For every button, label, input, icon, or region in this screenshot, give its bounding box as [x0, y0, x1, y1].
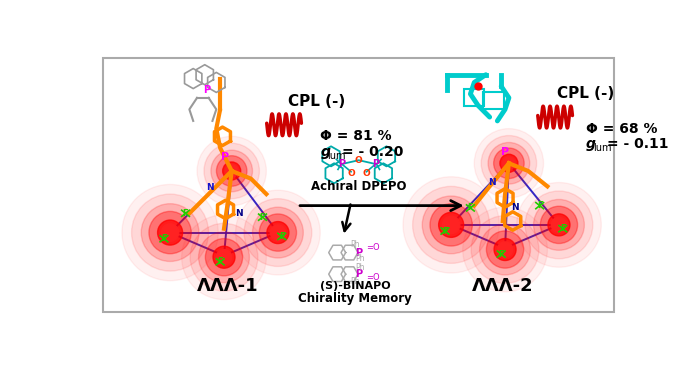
Circle shape	[122, 184, 218, 281]
Circle shape	[498, 242, 512, 257]
Text: N: N	[511, 203, 519, 212]
Circle shape	[205, 239, 243, 276]
Text: P: P	[221, 152, 230, 162]
Circle shape	[213, 246, 235, 268]
Circle shape	[525, 191, 593, 259]
Text: F: F	[537, 201, 542, 210]
Text: Φ = 81 %: Φ = 81 %	[321, 129, 392, 143]
Circle shape	[244, 199, 312, 266]
Text: lum: lum	[327, 150, 346, 161]
Text: Ph: Ph	[356, 264, 365, 273]
Text: P: P	[355, 247, 363, 258]
Circle shape	[190, 223, 258, 291]
Circle shape	[475, 128, 544, 198]
Text: F: F	[498, 250, 504, 259]
Text: P: P	[355, 269, 363, 279]
Text: ΛΛΛ-1: ΛΛΛ-1	[197, 277, 259, 295]
Circle shape	[267, 221, 289, 244]
Text: O: O	[354, 156, 362, 165]
Circle shape	[223, 162, 241, 180]
Text: ΛΛΛ-2: ΛΛΛ-2	[472, 277, 533, 295]
Text: Φ = 68 %: Φ = 68 %	[586, 122, 657, 136]
Circle shape	[552, 217, 566, 232]
Circle shape	[463, 207, 547, 292]
Text: N: N	[206, 183, 214, 193]
Circle shape	[158, 220, 183, 245]
Circle shape	[540, 206, 577, 243]
Text: F: F	[279, 232, 285, 241]
Circle shape	[480, 224, 531, 275]
Circle shape	[141, 204, 199, 261]
Text: F: F	[217, 257, 223, 266]
Circle shape	[403, 177, 499, 273]
Circle shape	[149, 212, 191, 254]
Text: CPL (-): CPL (-)	[288, 94, 345, 109]
Text: P: P	[203, 85, 210, 95]
Circle shape	[503, 157, 515, 169]
Circle shape	[422, 196, 480, 254]
Circle shape	[533, 199, 584, 250]
Circle shape	[471, 216, 539, 283]
Text: N: N	[488, 178, 496, 187]
Text: Ph: Ph	[350, 277, 360, 286]
Text: Ph: Ph	[356, 254, 365, 263]
Text: O: O	[347, 169, 355, 178]
Text: F: F	[161, 234, 167, 243]
Circle shape	[204, 143, 260, 199]
Circle shape	[225, 165, 238, 177]
Circle shape	[216, 250, 232, 265]
Circle shape	[548, 214, 570, 236]
Circle shape	[270, 225, 286, 240]
Circle shape	[486, 231, 524, 268]
Text: O: O	[363, 169, 370, 178]
Text: lum: lum	[593, 143, 611, 153]
Text: F: F	[468, 203, 473, 212]
Text: = - 0.20: = - 0.20	[342, 145, 403, 159]
Circle shape	[211, 150, 253, 192]
Text: Chirality Memory: Chirality Memory	[298, 292, 412, 305]
Text: =O: =O	[367, 273, 380, 282]
Circle shape	[259, 214, 297, 251]
Circle shape	[494, 239, 516, 261]
Circle shape	[162, 224, 178, 241]
Circle shape	[181, 215, 266, 299]
Circle shape	[216, 156, 247, 186]
Circle shape	[500, 154, 518, 172]
Text: g: g	[586, 137, 596, 151]
Text: Achiral DPEPO: Achiral DPEPO	[311, 180, 407, 193]
Text: g: g	[321, 145, 330, 159]
Circle shape	[439, 212, 463, 238]
Text: N: N	[236, 209, 243, 218]
Circle shape	[199, 232, 249, 283]
Text: F: F	[442, 227, 448, 236]
Text: F: F	[560, 224, 566, 233]
Circle shape	[132, 194, 209, 271]
Text: (S)-BINAPO: (S)-BINAPO	[320, 281, 390, 291]
Circle shape	[481, 135, 537, 191]
Text: P: P	[501, 147, 509, 157]
Text: CPL (-): CPL (-)	[557, 86, 615, 101]
Text: =O: =O	[367, 243, 380, 253]
Text: Ph: Ph	[350, 240, 360, 249]
Circle shape	[430, 204, 473, 246]
Text: P: P	[372, 159, 379, 169]
Text: = - 0.11: = - 0.11	[608, 137, 669, 151]
Circle shape	[494, 148, 524, 179]
Circle shape	[197, 136, 266, 206]
Circle shape	[488, 142, 530, 184]
Text: F: F	[260, 213, 265, 222]
Text: P: P	[338, 159, 345, 169]
Circle shape	[253, 207, 303, 258]
Text: F: F	[183, 209, 188, 218]
Circle shape	[442, 216, 460, 234]
Circle shape	[235, 190, 321, 275]
Circle shape	[413, 186, 490, 264]
Circle shape	[517, 183, 601, 267]
